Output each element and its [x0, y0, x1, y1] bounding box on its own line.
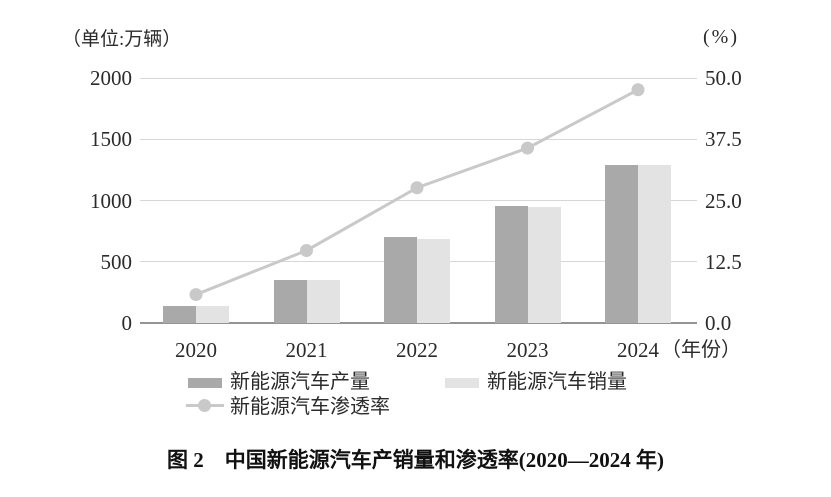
x-axis-label-2023: 2023: [506, 338, 549, 362]
penetration-point-2023: [521, 141, 534, 155]
bar-production-2022: [384, 236, 417, 323]
legend-label-production: 新能源汽车产量: [230, 371, 370, 393]
right-axis-unit-label: (%): [703, 26, 739, 48]
bar-sales-2024: [638, 165, 671, 323]
figure-caption: 图 2 中国新能源汽车产销量和渗透率(2020—2024 年): [167, 448, 664, 472]
right-axis-tick-50.0: 50.0: [705, 66, 742, 90]
left-axis-tick-1000: 1000: [90, 188, 132, 213]
left-axis-tick-2000: 2000: [90, 66, 132, 90]
left-axis-tick-500: 500: [100, 249, 133, 274]
gridline-1500: [140, 138, 697, 140]
legend-swatch-production: [188, 378, 222, 388]
left-axis-tick-0: 0: [121, 311, 133, 335]
penetration-point-2021: [300, 243, 313, 257]
legend-swatch-sales: [445, 378, 479, 388]
legend-label-penetration: 新能源汽车渗透率: [230, 396, 390, 418]
bar-production-2024: [605, 165, 638, 323]
x-axis-label-2021: 2021: [285, 338, 328, 362]
x-axis-label-2024: 2024: [617, 338, 659, 362]
left-axis-tick-1500: 1500: [90, 127, 132, 152]
gridline-2000: [140, 77, 697, 79]
right-axis-tick-0.0: 0.0: [705, 311, 732, 335]
right-axis-tick-37.5: 37.5: [705, 127, 742, 152]
left-axis-unit-label: （单位:万辆）: [62, 29, 182, 50]
penetration-point-2022: [410, 181, 424, 195]
legend-label-sales: 新能源汽车销量: [487, 371, 627, 393]
legend-dot-marker-icon: [198, 399, 211, 412]
x-axis-unit-label: （年份）: [661, 339, 741, 361]
right-axis-tick-12.5: 12.5: [705, 249, 742, 274]
right-axis-tick-25.0: 25.0: [705, 188, 742, 213]
bar-production-2021: [273, 279, 307, 323]
x-axis-label-2020: 2020: [175, 338, 217, 362]
bar-sales-2022: [417, 238, 450, 323]
bar-production-2023: [494, 205, 528, 323]
bar-sales-2021: [306, 279, 340, 323]
x-axis-line: [140, 322, 697, 324]
penetration-point-2024: [631, 83, 645, 97]
bar-production-2020: [163, 306, 196, 323]
x-axis-label-2022: 2022: [396, 338, 438, 362]
bar-sales-2023: [527, 206, 561, 323]
bar-sales-2020: [196, 306, 229, 323]
penetration-point-2020: [189, 288, 203, 302]
